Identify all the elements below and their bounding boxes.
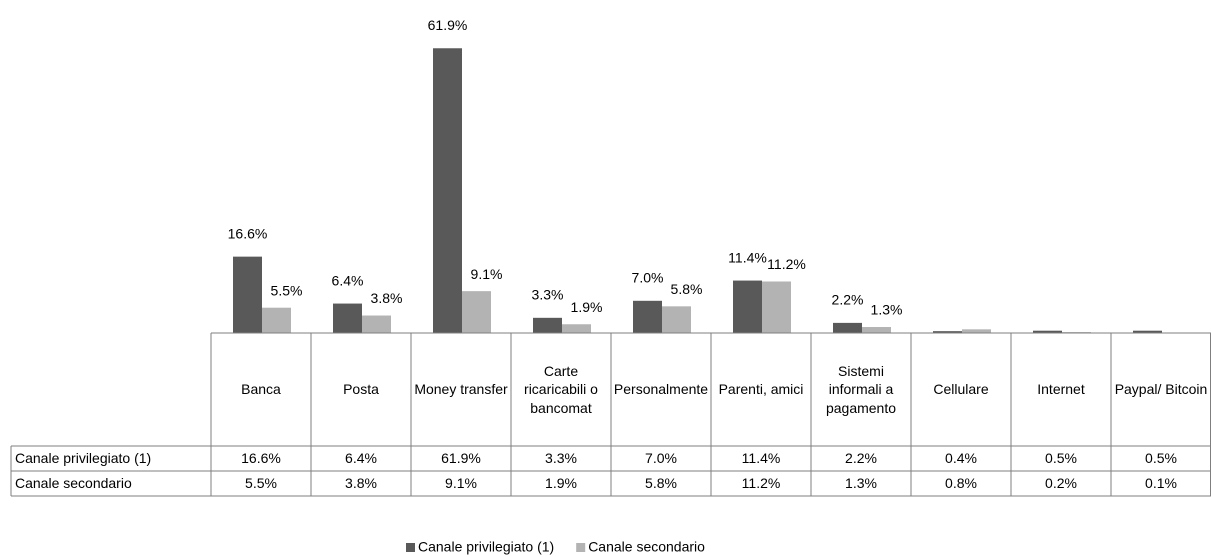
category-label: Posta xyxy=(343,381,379,398)
data-label: 11.2% xyxy=(767,256,806,272)
bar xyxy=(662,306,691,333)
data-label: 6.4% xyxy=(332,272,364,288)
table-value: 3.3% xyxy=(545,450,577,466)
row-label: Canale secondario xyxy=(15,475,132,491)
table-value: 6.4% xyxy=(345,450,377,466)
data-label: 1.9% xyxy=(571,299,603,315)
category-label: Paypal/ Bitcoin xyxy=(1114,381,1208,398)
bar xyxy=(633,300,662,333)
bar xyxy=(333,303,362,333)
bar xyxy=(933,331,962,333)
category-label-box: Cellulare xyxy=(933,381,989,398)
data-label: 16.6% xyxy=(228,225,268,241)
category-label-box: Sistemi informali a pagamento xyxy=(825,363,897,416)
category-label-box: Internet xyxy=(1037,381,1085,398)
bar xyxy=(233,256,262,333)
data-label: 9.1% xyxy=(471,266,503,282)
category-label: Banca xyxy=(241,381,281,398)
row-label: Canale privilegiato (1) xyxy=(15,450,151,466)
bar xyxy=(562,324,591,333)
category-label-box: Posta xyxy=(343,381,379,398)
table-value: 0.8% xyxy=(945,475,977,491)
bar xyxy=(533,317,562,333)
table-value: 3.8% xyxy=(345,475,377,491)
data-label: 11.4% xyxy=(728,249,767,265)
bar xyxy=(762,281,791,333)
bar xyxy=(962,329,991,333)
bar xyxy=(733,280,762,333)
data-label: 1.3% xyxy=(871,302,903,318)
table-value: 9.1% xyxy=(445,475,477,491)
table-value: 0.5% xyxy=(1045,450,1077,466)
data-label: 5.5% xyxy=(271,282,303,298)
legend-swatch xyxy=(576,543,586,552)
legend-label: Canale secondario xyxy=(588,539,705,555)
table-value: 61.9% xyxy=(441,450,481,466)
category-label: Carte ricaricabili o bancomat xyxy=(524,363,598,416)
category-label: Money transfer xyxy=(414,381,508,398)
table-value: 0.2% xyxy=(1045,475,1077,491)
data-label: 7.0% xyxy=(632,270,664,286)
legend-swatch xyxy=(406,543,415,552)
category-label-box: Money transfer xyxy=(414,381,508,398)
data-label: 3.8% xyxy=(371,290,403,306)
table-value: 11.4% xyxy=(742,450,781,466)
data-label: 3.3% xyxy=(532,287,564,303)
table-value: 2.2% xyxy=(845,450,877,466)
table-value: 0.4% xyxy=(945,450,977,466)
bar xyxy=(433,48,462,333)
bar xyxy=(1133,330,1162,333)
category-label: Parenti, amici xyxy=(718,381,804,398)
data-label: 5.8% xyxy=(671,281,703,297)
bar xyxy=(462,291,491,333)
table-value: 16.6% xyxy=(241,450,281,466)
legend-label: Canale privilegiato (1) xyxy=(418,539,554,555)
table-value: 1.9% xyxy=(545,475,577,491)
bar xyxy=(1033,330,1062,333)
category-label: Cellulare xyxy=(933,381,989,398)
category-label: Sistemi informali a pagamento xyxy=(825,363,897,416)
table-value: 7.0% xyxy=(645,450,677,466)
category-label-box: Personalmente xyxy=(613,381,709,398)
category-label-box: Banca xyxy=(241,381,281,398)
table-value: 1.3% xyxy=(845,475,877,491)
table-value: 0.1% xyxy=(1145,475,1177,491)
table-value: 11.2% xyxy=(742,475,781,491)
table-value: 0.5% xyxy=(1145,450,1177,466)
category-label: Personalmente xyxy=(613,381,709,398)
bar xyxy=(833,322,862,333)
category-label: Internet xyxy=(1037,381,1085,398)
bar xyxy=(262,307,291,333)
data-label: 2.2% xyxy=(832,292,864,308)
data-label: 61.9% xyxy=(428,17,468,33)
bar xyxy=(362,315,391,333)
category-label-box: Carte ricaricabili o bancomat xyxy=(524,363,598,416)
bar xyxy=(862,327,891,333)
table-value: 5.5% xyxy=(245,475,277,491)
category-label-box: Paypal/ Bitcoin xyxy=(1114,381,1208,398)
category-label-box: Parenti, amici xyxy=(718,381,804,398)
table-value: 5.8% xyxy=(645,475,677,491)
